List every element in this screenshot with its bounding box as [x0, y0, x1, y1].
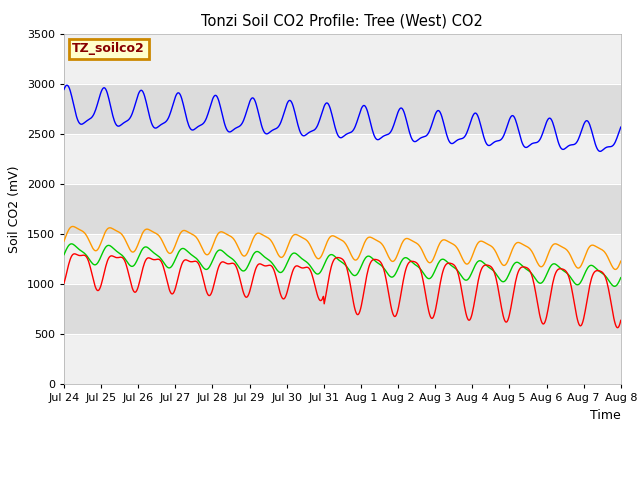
X-axis label: Time: Time — [590, 408, 621, 421]
Bar — [64, 184, 621, 234]
Text: TZ_soilco2: TZ_soilco2 — [72, 42, 145, 55]
Title: Tonzi Soil CO2 Profile: Tree (West) CO2: Tonzi Soil CO2 Profile: Tree (West) CO2 — [202, 13, 483, 28]
Y-axis label: Soil CO2 (mV): Soil CO2 (mV) — [8, 165, 21, 252]
Bar — [64, 284, 621, 334]
Bar — [64, 84, 621, 134]
